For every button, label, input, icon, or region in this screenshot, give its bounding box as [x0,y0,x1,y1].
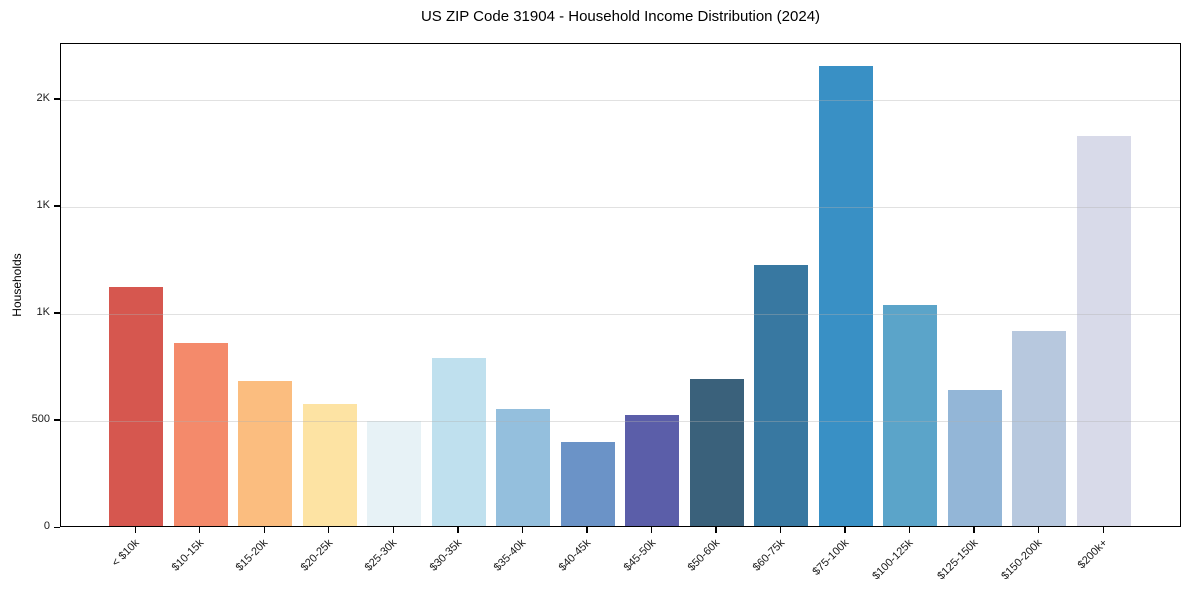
bar-$40-45k [560,442,615,526]
x-tick-mark [328,527,330,533]
x-tick-label: $150-200k [999,537,1045,583]
x-tick-label: $125-150k [935,537,981,583]
x-tick-label: $15-20k [233,537,271,574]
x-tick-label: $10-15k [169,537,207,574]
bar-$125-150k [947,390,1002,526]
bar-$25-30k [367,421,422,526]
bar-$100-125k [883,305,938,526]
x-tick-mark [263,527,265,533]
bar-$15-20k [238,381,293,526]
plot-area [60,43,1181,527]
chart-title: US ZIP Code 31904 - Household Income Dis… [420,8,821,25]
bar-$50-60k [689,379,744,526]
bar-$45-50k [625,414,680,526]
y-tick-mark [54,98,60,100]
x-tick-mark [779,527,782,533]
x-tick-mark [521,527,524,533]
y-tick-mark [54,205,60,207]
y-tick-mark [54,312,60,314]
x-tick-mark [134,527,136,533]
x-tick-label: $35-40k [492,537,529,574]
x-tick-mark [457,527,459,533]
y-tick-mark [54,526,60,528]
x-tick-label: < $10k [109,537,142,570]
bar-< $10k [109,287,163,526]
x-tick-label: $30-35k [427,537,465,574]
x-tick-mark [392,527,395,533]
gridline-y-2000 [61,99,1180,101]
x-tick-label: $45-50k [621,537,658,574]
y-tick-mark [54,419,60,421]
bar-$35-40k [496,409,551,526]
x-tick-mark [1102,527,1104,533]
y-tick-label: 0 [43,520,50,532]
y-tick-label: 1K [36,198,50,211]
bar-$10-15k [173,342,228,526]
bar-$60-75k [754,264,809,526]
x-tick-label: $50-60k [685,537,723,574]
x-tick-mark [586,527,588,533]
bar-$150-200k [1012,331,1067,526]
y-tick-label: 500 [31,412,50,425]
x-tick-label: $100-125k [870,537,916,583]
gridline-y-1500 [61,206,1180,208]
gridline-y-500 [61,420,1180,422]
x-tick-label: $20-25k [298,537,336,574]
x-tick-mark [1037,527,1040,533]
y-tick-label: 1K [36,305,50,318]
x-tick-mark [844,527,846,533]
y-tick-label: 2K [36,91,50,104]
x-tick-mark [199,527,201,533]
x-tick-label: $60-75k [750,537,787,574]
bar-$20-25k [302,403,357,526]
x-tick-mark [973,527,975,533]
bar-$200k+ [1077,136,1131,526]
x-tick-label: $75-100k [810,537,852,578]
x-tick-label: $200k+ [1075,537,1110,572]
x-tick-label: $25-30k [363,537,400,574]
bar-$30-35k [431,357,486,526]
bar-$75-100k [818,65,873,526]
x-tick-label: $40-45k [556,537,594,574]
x-tick-mark [908,527,911,533]
gridline-y-1000 [61,313,1180,315]
x-tick-mark [715,527,717,533]
x-tick-mark [650,527,653,533]
